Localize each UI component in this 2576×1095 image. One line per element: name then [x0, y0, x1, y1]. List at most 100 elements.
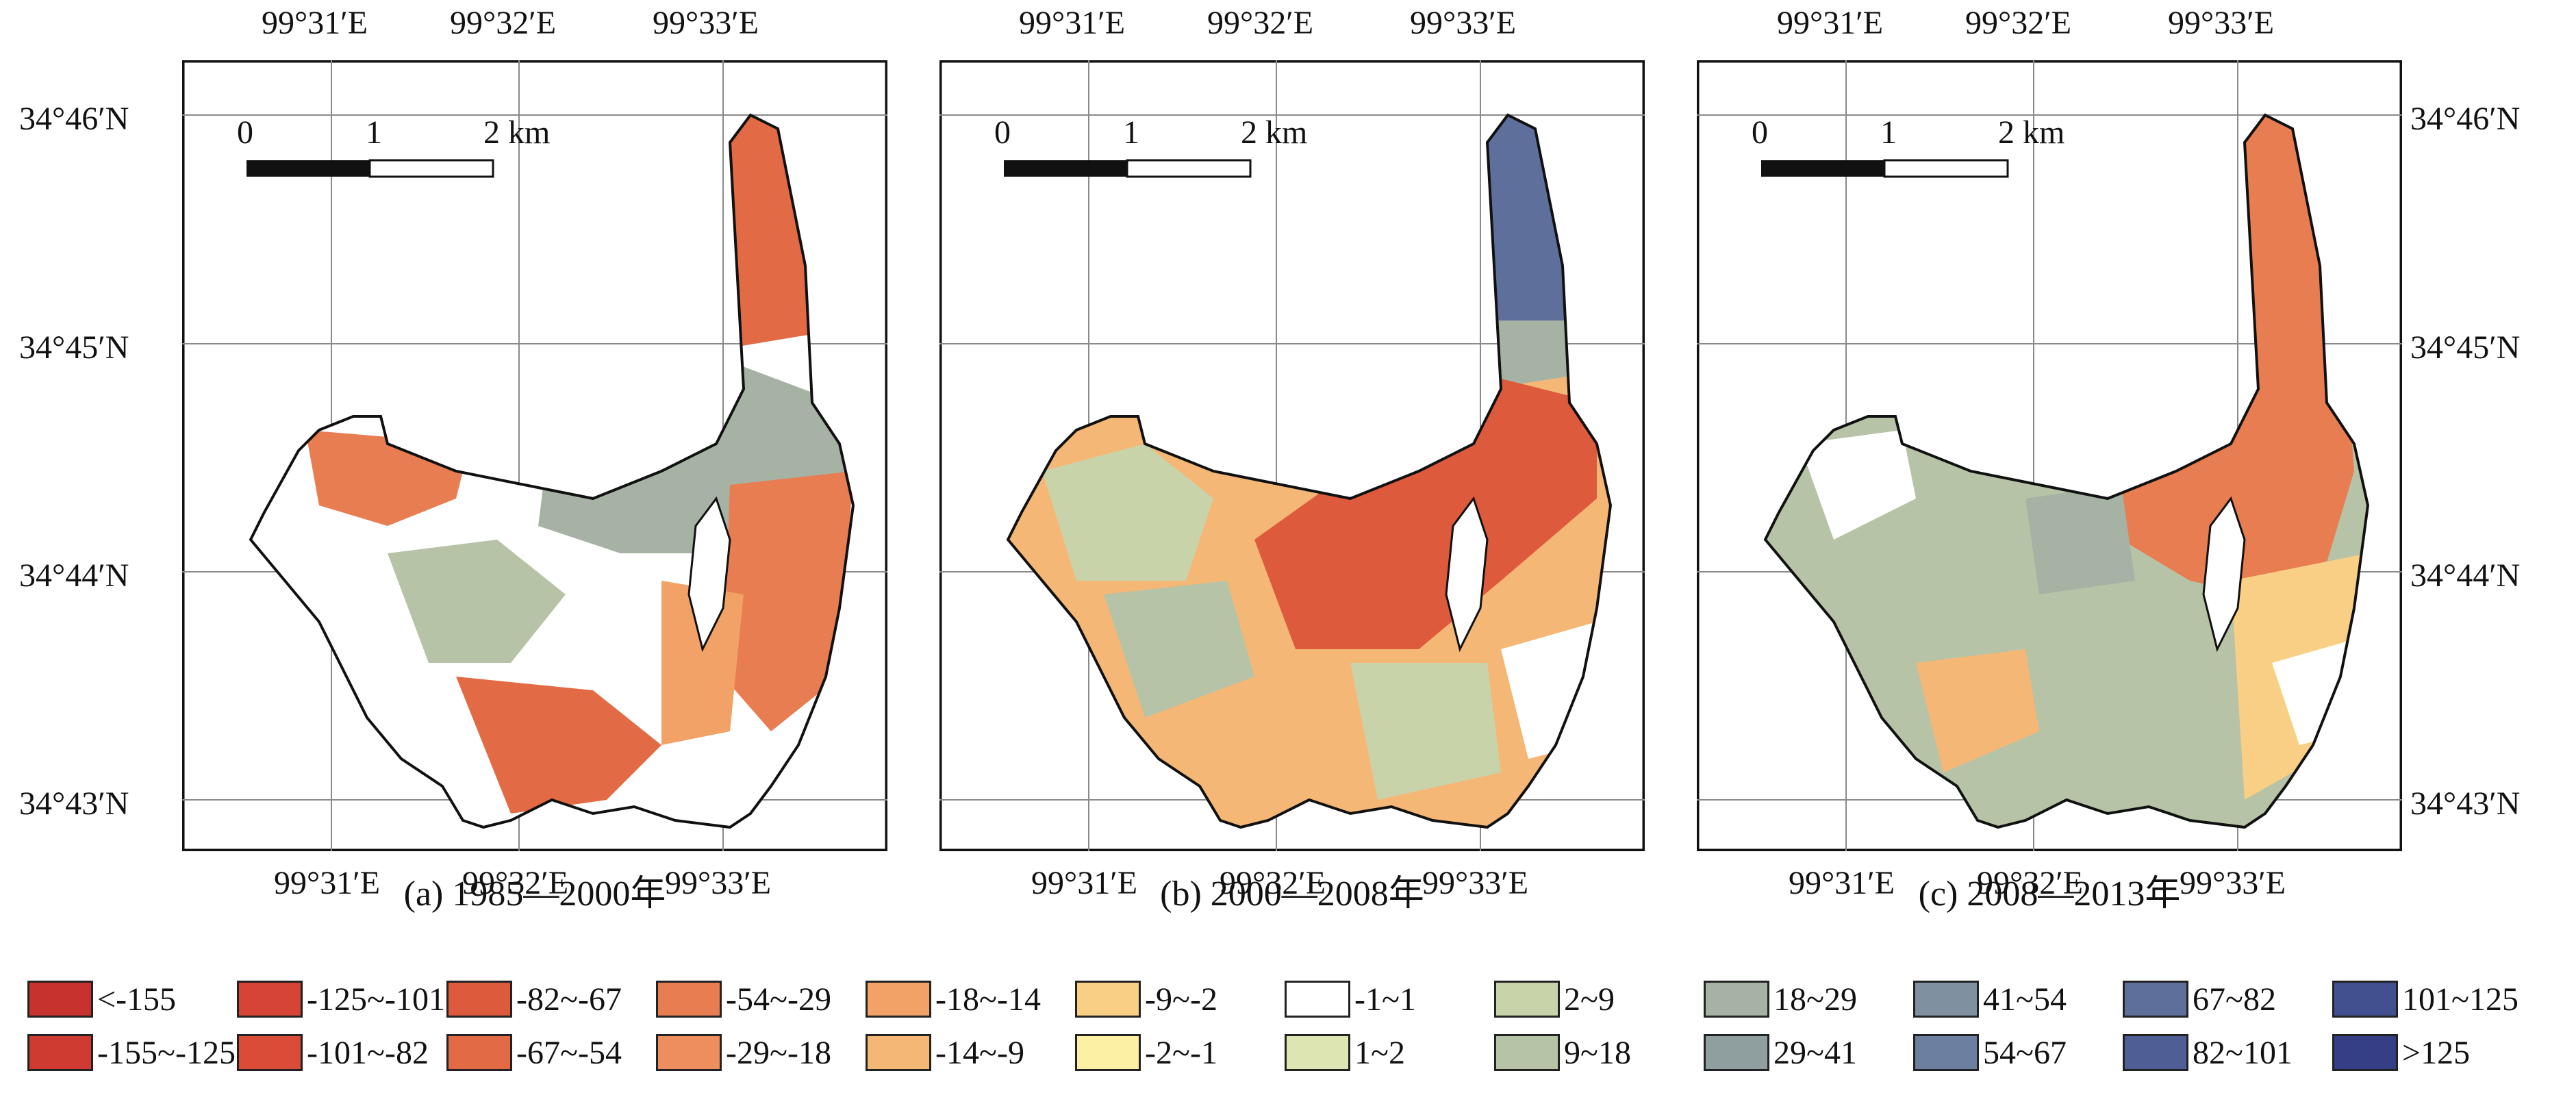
legend-label: 1~2	[1354, 1034, 1405, 1071]
legend-item: 41~54	[1913, 979, 2067, 1019]
legend-item: -9~-2	[1075, 979, 1217, 1019]
legend-label: -18~-14	[935, 981, 1041, 1018]
legend-swatch	[1704, 981, 1769, 1018]
lon-label-top: 99°32′E	[1207, 5, 1314, 41]
scalebar-tick-2: 2 km	[483, 114, 551, 151]
lon-label-bottom: 99°32′E	[1220, 865, 1326, 901]
legend-item: 82~101	[2123, 1033, 2293, 1072]
legend-label: 41~54	[1983, 981, 2067, 1018]
island	[687, 496, 731, 653]
legend-item: -1~1	[1285, 979, 1416, 1019]
map-panel-b: 0 1 2 km 99°31′E 99°32′E 99°33′E	[939, 60, 1645, 900]
scalebar-tick-0: 0	[1752, 114, 1768, 151]
legend-label: -14~-9	[935, 1034, 1024, 1071]
legend-swatch	[866, 1034, 931, 1071]
legend-swatch	[237, 1034, 303, 1071]
legend-label: 18~29	[1773, 981, 1857, 1018]
lon-label-bottom: 99°33′E	[2180, 865, 2286, 901]
legend-label: -2~-1	[1145, 1034, 1217, 1071]
scalebar-tick-1: 1	[1880, 114, 1897, 151]
legend-item: -54~-29	[656, 979, 831, 1019]
legend-item: -2~-1	[1075, 1033, 1217, 1072]
legend-label: -67~-54	[516, 1034, 622, 1071]
legend-swatch	[2123, 1034, 2188, 1071]
legend-swatch	[2123, 981, 2188, 1018]
lake-outline	[1006, 113, 1613, 829]
lon-label-top: 99°33′E	[1410, 5, 1517, 41]
legend-swatch	[866, 981, 931, 1018]
lon-label-bottom: 99°31′E	[274, 865, 381, 901]
legend-swatch	[656, 981, 722, 1018]
legend-swatch	[237, 981, 303, 1018]
legend-label: -101~-82	[307, 1034, 429, 1071]
legend-label: 2~9	[1564, 981, 1615, 1018]
legend-label: -155~-125	[97, 1034, 236, 1071]
legend-swatch	[1494, 1034, 1560, 1071]
legend-item: -67~-54	[446, 1033, 622, 1072]
legend-swatch	[2332, 981, 2398, 1018]
legend-swatch	[1075, 981, 1141, 1018]
legend-swatch	[656, 1034, 722, 1071]
lon-label-bottom: 99°32′E	[462, 865, 569, 901]
lake-outline	[249, 113, 855, 829]
lat-label-right: 34°45′N	[2410, 329, 2521, 366]
lon-label-top: 99°33′E	[653, 5, 759, 41]
legend-item: 101~125	[2332, 979, 2518, 1019]
lon-label-top: 99°32′E	[450, 5, 557, 41]
legend-item: 67~82	[2123, 979, 2276, 1019]
legend-swatch	[1913, 1034, 1979, 1071]
map-panel-c: 0 1 2 km 99°31′E 99°32′E 99°33′E	[1697, 60, 2402, 900]
scalebar	[247, 159, 494, 178]
legend-swatch	[1075, 1034, 1141, 1071]
legend-swatch	[1285, 981, 1350, 1018]
legend-swatch	[1913, 981, 1979, 1018]
legend-swatch	[1704, 1034, 1769, 1071]
scalebar-tick-1: 1	[366, 114, 382, 151]
lat-label-right: 34°44′N	[2410, 557, 2521, 594]
lat-label-right: 34°43′N	[2410, 785, 2521, 822]
legend-item: -18~-14	[866, 979, 1041, 1019]
scalebar	[1761, 159, 2009, 178]
lon-label-bottom: 99°31′E	[1031, 865, 1138, 901]
panel-caption-a: (a) 1985—2000年	[403, 874, 666, 914]
legend-item: 54~67	[1913, 1033, 2067, 1072]
island	[1445, 496, 1489, 653]
island	[2202, 496, 2246, 653]
legend-label: 54~67	[1983, 1034, 2067, 1071]
panel-caption-b: (b) 2000—2008年	[1160, 874, 1424, 914]
lon-label-top: 99°31′E	[1777, 5, 1884, 41]
legend-item: <-155	[27, 979, 176, 1019]
legend-item: 2~9	[1494, 979, 1615, 1019]
legend-label: 67~82	[2193, 981, 2276, 1018]
scalebar-tick-2: 2 km	[1998, 114, 2065, 151]
legend-label: 29~41	[1773, 1034, 1857, 1071]
legend-label: -9~-2	[1145, 981, 1217, 1018]
legend-item: 9~18	[1494, 1033, 1631, 1072]
scalebar-tick-0: 0	[237, 114, 253, 151]
legend-swatch	[1285, 1034, 1350, 1071]
lat-label-left: 34°46′N	[19, 101, 129, 137]
scalebar-tick-0: 0	[994, 114, 1011, 151]
legend-item: 18~29	[1704, 979, 1857, 1019]
panel-caption-c: (c) 2008—2013年	[1918, 874, 2181, 914]
scalebar	[1004, 159, 1252, 178]
lon-label-bottom: 99°31′E	[1789, 865, 1895, 901]
legend: <-155 -155~-125 -125~-101 -101~-82 -82~-67 -6…	[27, 979, 2561, 1089]
map-c-svg	[1697, 60, 2402, 851]
legend-swatch	[27, 981, 93, 1018]
legend-label: -54~-29	[726, 981, 831, 1018]
legend-label: -29~-18	[726, 1034, 831, 1071]
lon-label-bottom: 99°33′E	[665, 865, 772, 901]
legend-label: <-155	[97, 981, 177, 1018]
legend-label: 101~125	[2402, 981, 2518, 1018]
legend-swatch	[2332, 1034, 2398, 1071]
map-b-svg	[939, 60, 1645, 851]
legend-swatch	[446, 981, 512, 1018]
lon-label-top: 99°33′E	[2168, 5, 2275, 41]
legend-swatch	[446, 1034, 512, 1071]
lat-label-right: 34°46′N	[2410, 101, 2521, 137]
legend-swatch	[27, 1034, 93, 1071]
lon-label-bottom: 99°32′E	[1977, 865, 2084, 901]
legend-label: -1~1	[1354, 981, 1416, 1018]
legend-swatch	[1494, 981, 1560, 1018]
